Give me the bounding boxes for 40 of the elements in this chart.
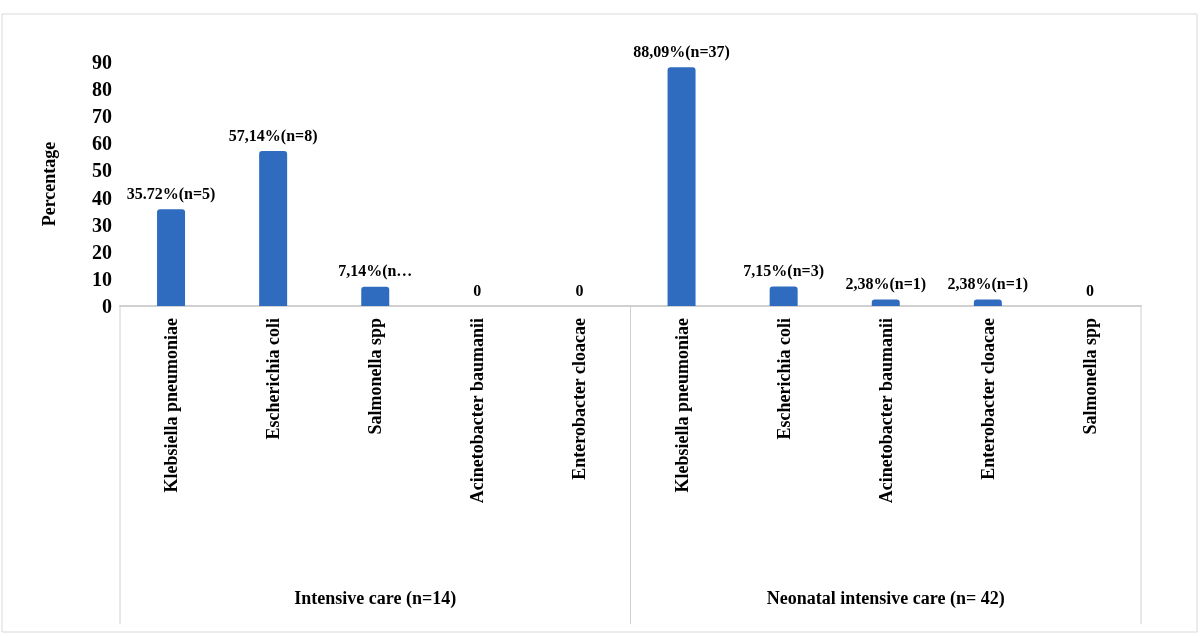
data-label: 2,38%(n=1) [947,275,1029,294]
bar [157,209,186,306]
bar [973,299,1002,306]
data-label: 0 [1085,281,1094,299]
bar [259,151,288,306]
y-tick-label: 90 [92,51,112,73]
y-tick-label: 40 [92,186,112,209]
data-label: 35.72%(n=5) [126,184,216,203]
x-tick-label: Enterobacter cloacae [977,317,998,480]
y-tick-label: 60 [92,132,112,155]
text: Neonatal intensive care (n= 42) [766,588,1005,609]
bar [361,286,390,306]
x-tick-label: Klebsiella pneumoniae [161,317,182,493]
data-label: 2,38%(n=1) [845,275,927,294]
x-tick-label: Salmonella spp [1079,318,1100,435]
y-tick-label: 20 [92,240,112,263]
data-label: 0 [575,281,584,299]
x-tick-label: Klebsiella pneumoniae [671,317,692,493]
y-tick-label: 10 [92,267,112,290]
x-tick-label: Escherichia coli [263,318,284,440]
y-tick-label: 0 [102,295,112,317]
bar [769,286,798,306]
y-tick-label: 80 [92,78,112,101]
x-tick-label: Acinetobacter baumanii [875,318,896,504]
data-label: 57,14%(n=8) [228,126,318,145]
data-label: 7,14%(n… [338,262,413,281]
x-tick-label: Escherichia coli [773,318,794,440]
bar [667,67,696,306]
x-tick-label: Acinetobacter baumanii [467,318,488,504]
y-tick-label: 70 [92,105,112,128]
x-tick-label: Salmonella spp [365,318,386,435]
y-axis-title: Percentage [39,141,59,227]
y-tick-label: 30 [92,213,112,236]
text: Intensive care (n=14) [294,588,457,609]
bar [871,299,900,306]
data-label: 7,15%(n=3) [743,262,824,281]
data-label: 0 [473,281,482,299]
data-label: 88,09%(n=37) [633,42,730,61]
y-tick-label: 50 [92,159,112,182]
x-tick-label: Enterobacter cloacae [569,317,590,480]
